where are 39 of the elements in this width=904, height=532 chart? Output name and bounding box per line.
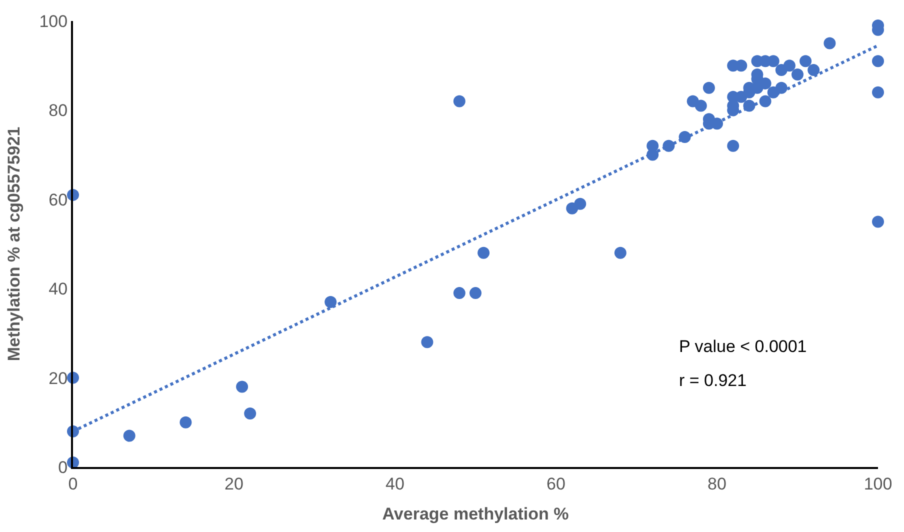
y-tick-label: 100 (39, 12, 68, 31)
annotation: r = 0.921 (679, 371, 747, 390)
point (808, 64, 820, 76)
x-tick-label: 60 (546, 474, 566, 494)
point (783, 60, 796, 72)
point (792, 68, 804, 81)
y-tick-label: 60 (48, 190, 68, 210)
y-tick-label: 40 (48, 280, 68, 299)
point (421, 336, 434, 348)
point (453, 95, 466, 108)
point (727, 140, 740, 152)
point (614, 246, 626, 259)
x-tick-label: 40 (386, 474, 404, 494)
annotation: P value < 0.0001 (679, 337, 807, 356)
point (470, 287, 482, 300)
x-tick-label: 80 (708, 474, 726, 494)
y-tick-label: 20 (48, 368, 68, 388)
x-tick-label: 100 (864, 474, 892, 494)
point (702, 82, 715, 94)
x-tick-label: 20 (224, 474, 244, 494)
y-tick-label: 0 (58, 458, 68, 477)
point (694, 100, 707, 112)
point (324, 296, 337, 308)
point (872, 86, 884, 98)
point (244, 407, 256, 420)
point (872, 55, 884, 68)
point (824, 37, 836, 50)
point (872, 216, 884, 228)
y-axis-title: Methylation % at cg05575921 (4, 126, 24, 362)
point (123, 430, 136, 442)
point (574, 198, 586, 210)
point (478, 246, 490, 259)
point (800, 55, 812, 68)
point (453, 287, 466, 300)
x-axis-title: Average methylation % (382, 504, 569, 524)
point (236, 380, 248, 393)
point (646, 140, 659, 152)
y-tick-label: 80 (48, 101, 68, 120)
point (180, 416, 192, 428)
